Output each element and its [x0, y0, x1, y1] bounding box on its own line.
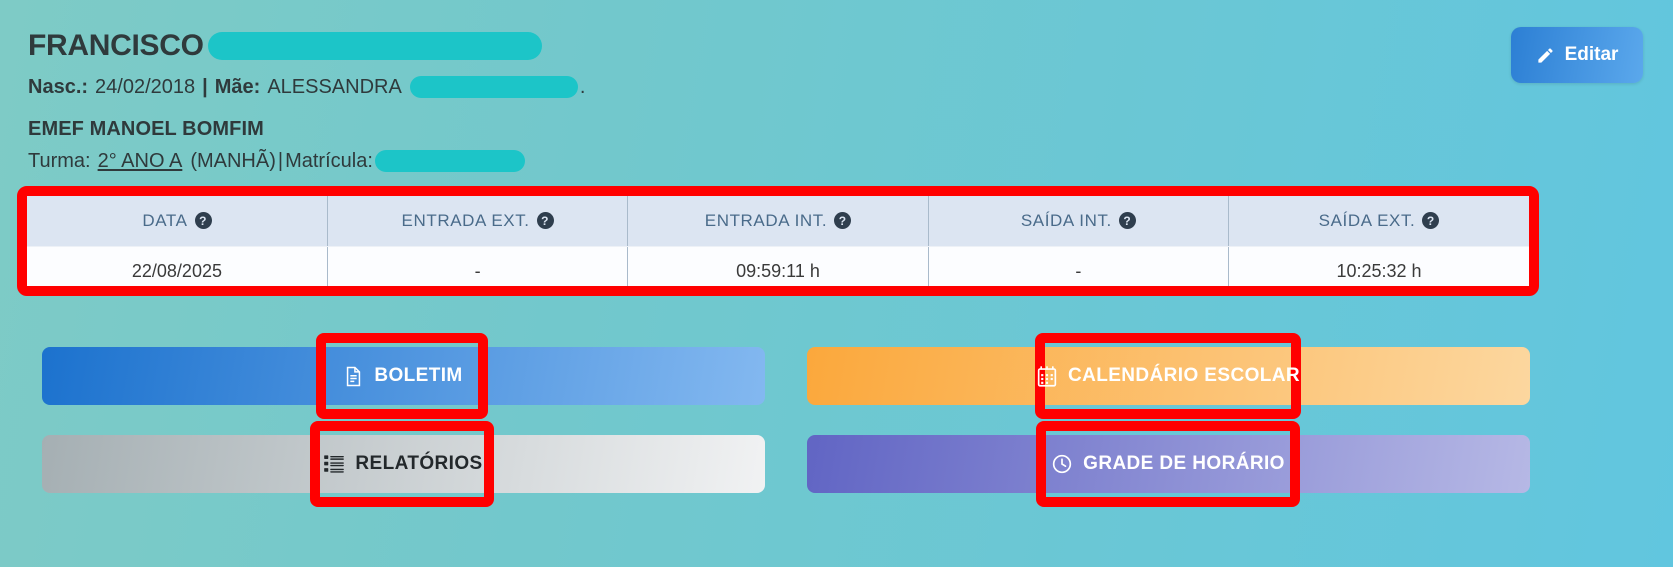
student-name-row: FRANCISCO	[28, 26, 1028, 66]
help-circle-icon[interactable]: ?	[194, 212, 212, 230]
student-name: FRANCISCO	[28, 29, 204, 62]
class-shift: (MANHÃ)	[190, 149, 276, 172]
redacted-student-surname	[207, 32, 542, 60]
table-header-row: DATA ? ENTRADA EXT. ? ENTRADA INT. ?	[27, 196, 1529, 247]
column-header-entrada-int-label: ENTRADA INT.	[704, 210, 828, 230]
calendar-icon	[1037, 365, 1057, 387]
help-circle-icon[interactable]: ?	[834, 212, 852, 230]
column-header-entrada-int: ENTRADA INT. ?	[627, 196, 929, 247]
student-meta-row: Nasc.: 24/02/2018 | Mãe: ALESSANDRA .	[28, 74, 1028, 100]
cell-entrada-ext: -	[327, 246, 629, 286]
class-link[interactable]: 2° ANO A	[97, 149, 183, 172]
relatorios-label: RELATÓRIOS	[355, 453, 483, 474]
boletim-label: BOLETIM	[374, 365, 463, 386]
relatorios-button[interactable]: RELATÓRIOS	[42, 421, 765, 507]
document-icon	[344, 366, 363, 387]
enrollment-label: Matrícula:	[285, 149, 373, 172]
calendario-escolar-button[interactable]: CALENDÁRIO ESCOLAR	[807, 333, 1530, 419]
grade-de-horario-button[interactable]: GRADE DE HORÁRIO	[807, 421, 1530, 507]
column-header-entrada-ext: ENTRADA EXT. ?	[327, 196, 629, 247]
table-row: 22/08/2025 - 09:59:11 h - 10:25:32 h	[27, 246, 1529, 286]
boletim-button[interactable]: BOLETIM	[42, 333, 765, 419]
cell-saida-int: -	[928, 246, 1230, 286]
redacted-mother-surname	[409, 76, 578, 98]
help-circle-icon[interactable]: ?	[1118, 212, 1136, 230]
action-button-grid: BOLETIM CALENDÁRIO ESCOLAR	[42, 333, 1636, 507]
column-header-saida-ext: SAÍDA EXT. ?	[1228, 196, 1529, 247]
pencil-icon	[1536, 46, 1555, 65]
mother-label: Mãe:	[214, 75, 261, 98]
column-header-data: DATA ?	[27, 196, 328, 247]
cell-saida-ext: 10:25:32 h	[1228, 246, 1529, 286]
meta-period: .	[579, 75, 586, 98]
class-label: Turma:	[28, 149, 91, 172]
column-header-entrada-ext-label: ENTRADA EXT.	[401, 210, 530, 230]
column-header-data-label: DATA	[142, 210, 188, 230]
help-circle-icon[interactable]: ?	[1422, 212, 1440, 230]
help-circle-icon[interactable]: ?	[536, 212, 554, 230]
class-row: Turma: 2° ANO A (MANHÃ) | Matrícula:	[28, 148, 1028, 174]
school-block: EMEF MANOEL BOMFIM Turma: 2° ANO A (MANH…	[28, 118, 1028, 174]
meta-separator-1: |	[202, 75, 208, 98]
column-header-saida-ext-label: SAÍDA EXT.	[1318, 210, 1416, 230]
meta-separator-2: |	[277, 149, 284, 172]
column-header-saida-int-label: SAÍDA INT.	[1020, 210, 1112, 230]
column-header-saida-int: SAÍDA INT. ?	[928, 196, 1230, 247]
calendario-escolar-label: CALENDÁRIO ESCOLAR	[1067, 365, 1301, 386]
birth-date: 24/02/2018	[95, 75, 196, 98]
grade-de-horario-label: GRADE DE HORÁRIO	[1083, 453, 1285, 474]
edit-button-label: Editar	[1564, 44, 1619, 65]
student-header: FRANCISCO Nasc.: 24/02/2018 | Mãe: ALESS…	[28, 26, 1028, 174]
edit-button[interactable]: Editar	[1511, 27, 1643, 83]
clock-icon	[1052, 454, 1072, 474]
attendance-table: DATA ? ENTRADA EXT. ? ENTRADA INT. ?	[27, 196, 1529, 286]
cell-data: 22/08/2025	[27, 246, 328, 286]
cell-entrada-int: 09:59:11 h	[627, 246, 929, 286]
attendance-table-highlight: DATA ? ENTRADA EXT. ? ENTRADA INT. ?	[17, 186, 1539, 296]
redacted-enrollment	[374, 150, 525, 172]
birth-label: Nasc.:	[28, 75, 89, 98]
list-icon	[324, 455, 345, 473]
mother-name: ALESSANDRA	[267, 75, 402, 98]
school-name: EMEF MANOEL BOMFIM	[28, 118, 264, 140]
